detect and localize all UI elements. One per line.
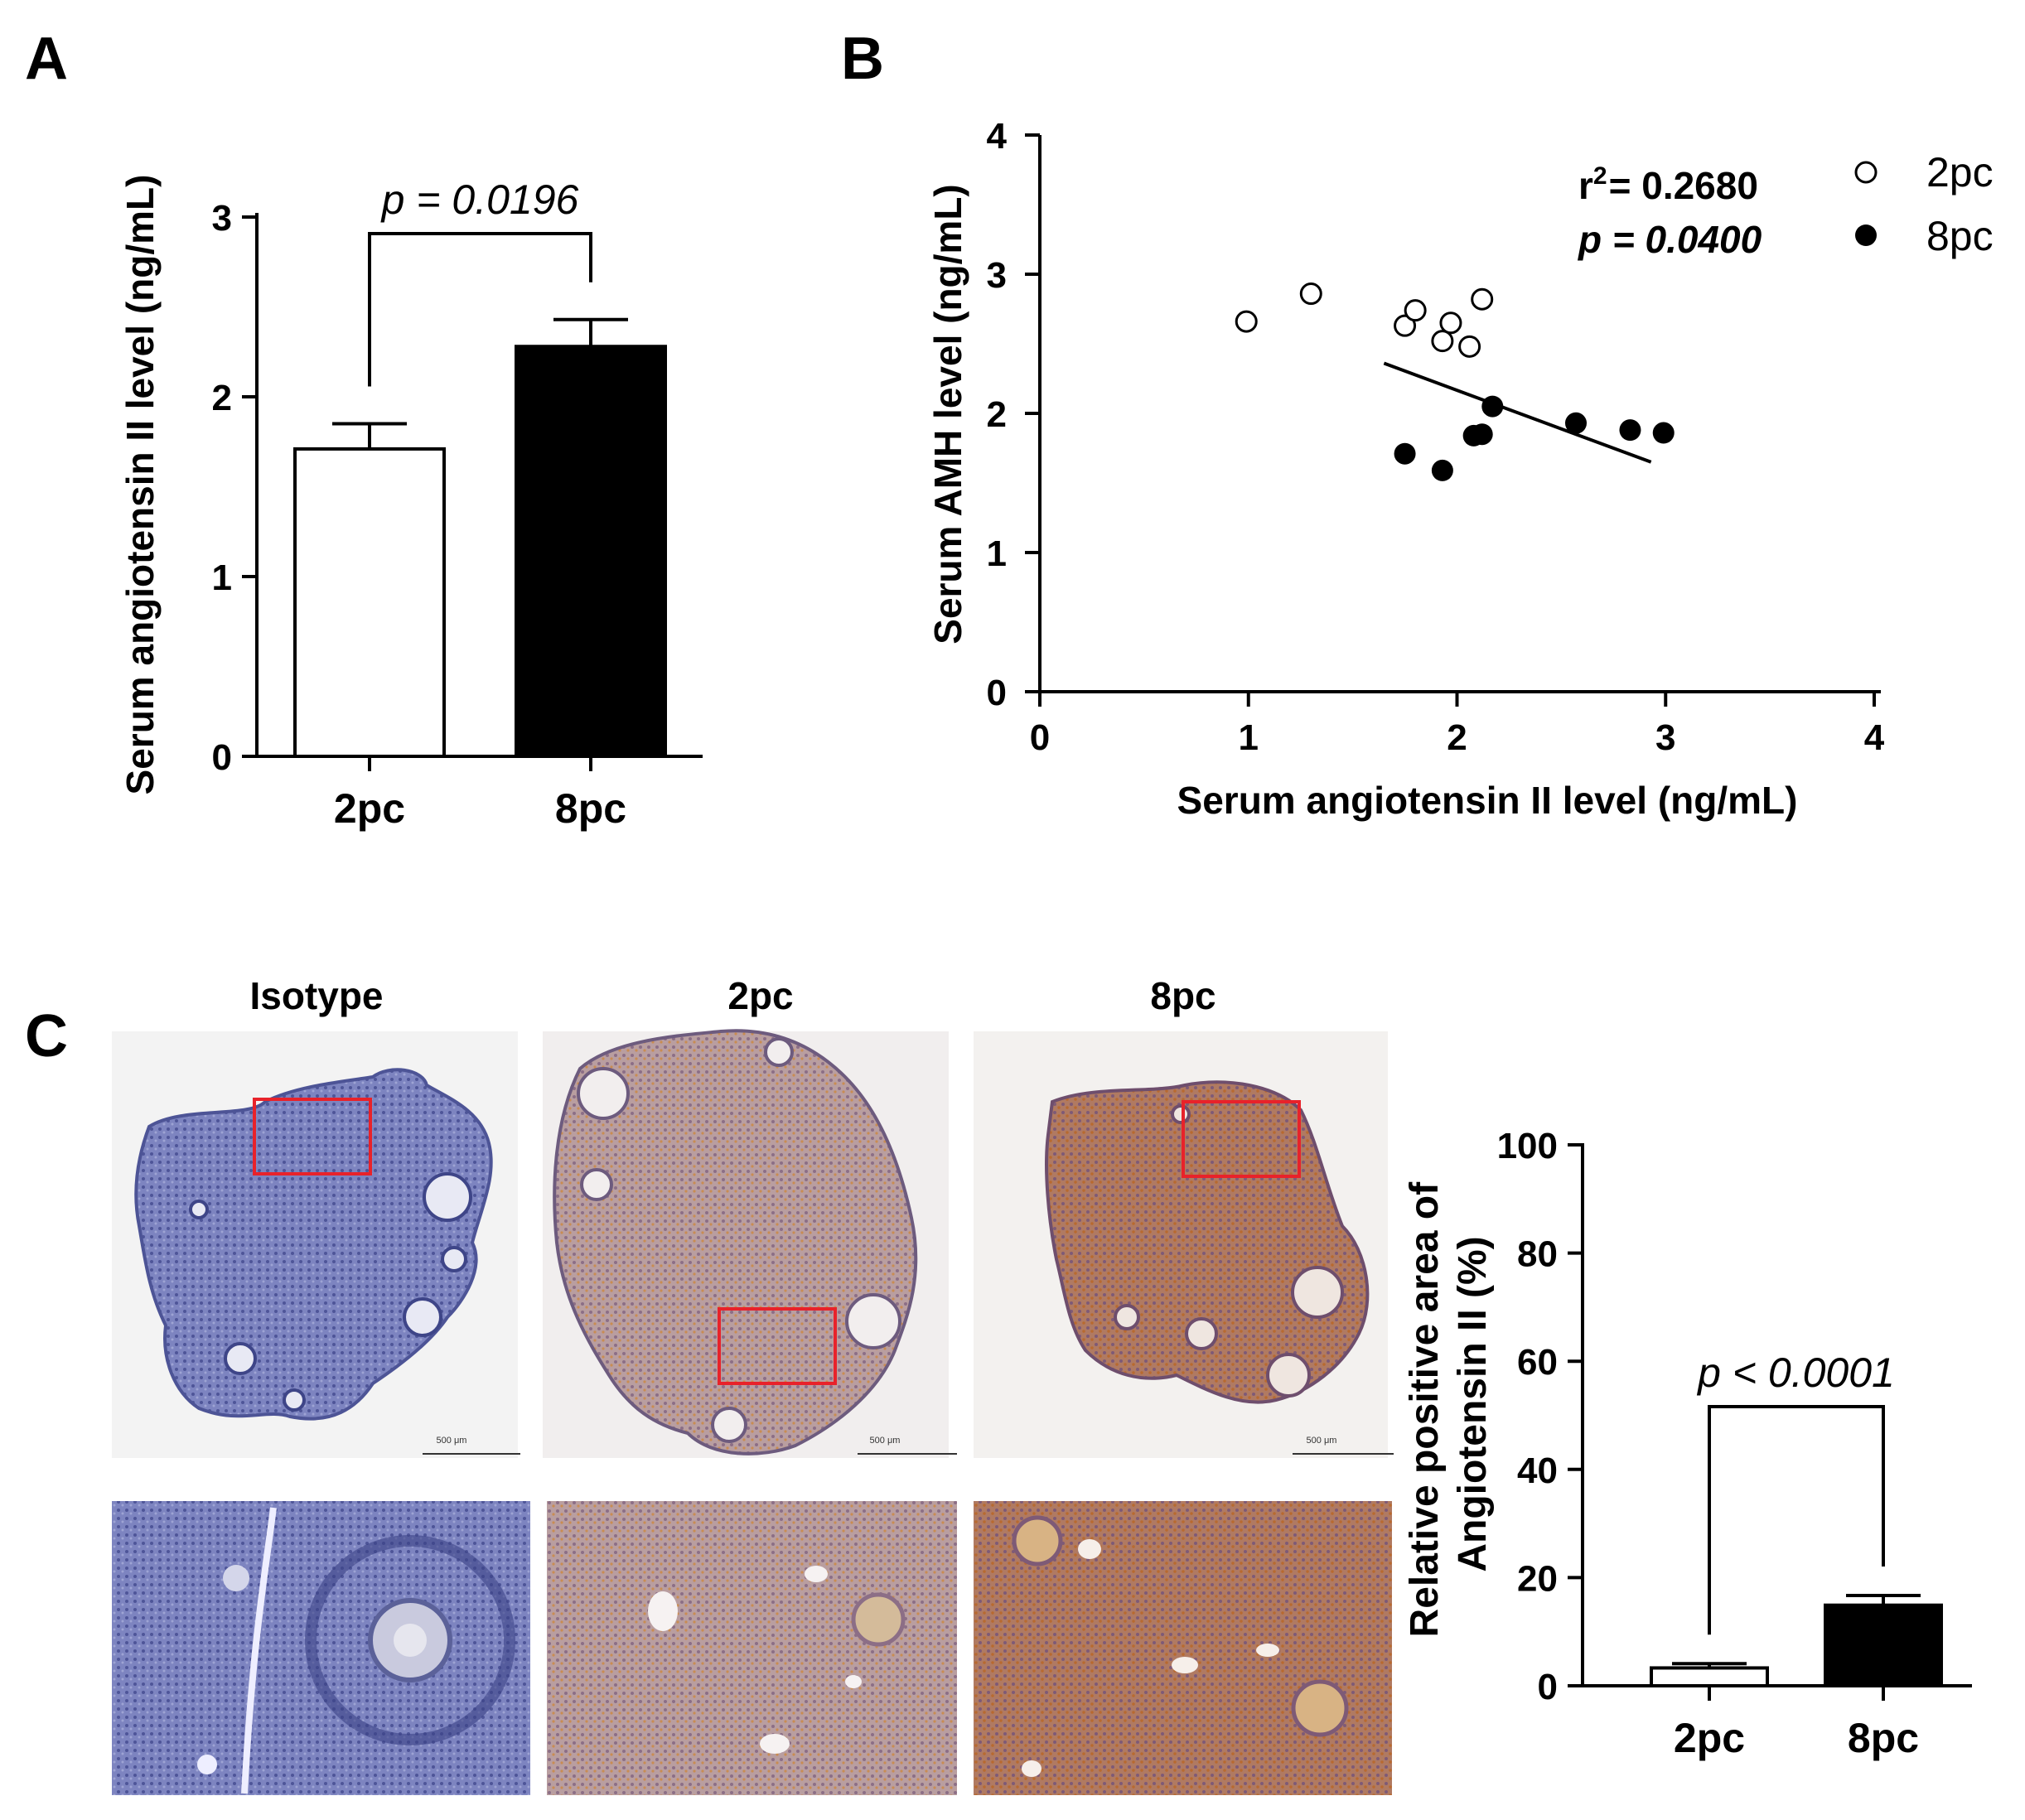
c-y-tick-label: 60 — [1517, 1342, 1558, 1383]
bar-8pc — [515, 345, 667, 758]
bar-2pc — [293, 447, 446, 758]
b-x-tick-label: 1 — [1239, 717, 1259, 758]
legend-8pc-marker — [1855, 224, 1877, 246]
panel-letter-b: B — [841, 26, 884, 92]
a-y-tick-label: 0 — [212, 737, 232, 778]
panel-b-p-value: p = 0.0400 — [1577, 218, 1762, 261]
panel-a-y-axis-title: Serum angiotensin II level (ng/mL) — [118, 175, 162, 795]
panel-c-micrographs: Isotype 2pc 8pc 500 μm — [112, 974, 1394, 1795]
point-8pc — [1481, 395, 1504, 418]
c-y-tick-label: 100 — [1497, 1126, 1558, 1166]
a-y-tick-label: 1 — [212, 558, 232, 598]
micrograph-title-2pc: 2pc — [727, 974, 793, 1017]
c-y-tick-label: 80 — [1517, 1234, 1558, 1275]
isotype-follicles — [189, 1172, 472, 1412]
point-2pc — [1431, 330, 1454, 353]
bar-2pc — [1650, 1666, 1769, 1688]
micrograph-title-isotype: Isotype — [249, 974, 383, 1017]
point-8pc — [1431, 459, 1453, 481]
point-8pc — [1394, 442, 1416, 465]
micrograph-title-8pc: 8pc — [1150, 974, 1215, 1017]
panel-b-scatter-plot: 0 1 2 3 4 0 1 2 3 4 Serum AMH level (ng/mL) Seru… — [926, 116, 1994, 822]
bar-8pc — [1824, 1603, 1943, 1687]
x-tick-label-8pc: 8pc — [1848, 1715, 1919, 1761]
point-8pc — [1564, 412, 1587, 434]
svg-text:500 μm: 500 μm — [870, 1436, 901, 1446]
significance-bracket — [368, 232, 592, 387]
c-y-tick-label: 0 — [1538, 1667, 1558, 1707]
legend-8pc-label: 8pc — [1926, 213, 1994, 259]
panel-b-y-axis-title: Serum AMH level (ng/mL) — [926, 184, 969, 644]
scale-bar-isotype: 500 μm — [423, 1436, 520, 1455]
c-y-tick-label: 40 — [1517, 1451, 1558, 1491]
point-8pc — [1619, 419, 1641, 442]
point-2pc — [1299, 282, 1322, 306]
point-2pc — [1394, 314, 1417, 337]
panel-b-x-axis-title: Serum angiotensin II level (ng/mL) — [1177, 779, 1798, 822]
b-y-tick-label: 0 — [987, 673, 1007, 713]
scale-bar-2pc: 500 μm — [858, 1436, 957, 1455]
point-2pc — [1439, 311, 1462, 335]
b-y-tick-label: 1 — [987, 533, 1007, 574]
c-y-tick-label: 20 — [1517, 1558, 1558, 1599]
svg-text:500 μm: 500 μm — [437, 1436, 467, 1446]
panel-letter-a: A — [25, 26, 68, 92]
panel-a-bar-chart: 0 1 2 3 2pc 8pc p = 0.0196 Serum angiotensin… — [118, 175, 703, 832]
x-tick-label-8pc: 8pc — [555, 785, 626, 832]
point-8pc — [1471, 423, 1493, 446]
b-y-tick-label: 3 — [987, 255, 1007, 296]
roi-box-2pc — [718, 1307, 837, 1385]
b-x-tick-label: 3 — [1655, 717, 1675, 758]
panel-b-legend: 2pc 8pc — [1854, 149, 1994, 259]
b-x-tick-label: 4 — [1864, 717, 1885, 758]
micrograph-isotype-high-mag — [112, 1501, 530, 1795]
panel-b-r-squared: r2= 0.2680 — [1578, 162, 1758, 207]
micrograph-8pc-high-mag — [974, 1501, 1392, 1795]
x-tick-label-2pc: 2pc — [1674, 1715, 1745, 1761]
point-2pc — [1404, 299, 1427, 322]
significance-bracket — [1708, 1405, 1885, 1635]
roi-box-isotype — [253, 1098, 372, 1176]
svg-text:500 μm: 500 μm — [1307, 1436, 1337, 1446]
regression-line — [1383, 361, 1652, 464]
panel-letter-c: C — [25, 1003, 68, 1069]
a-y-tick-label: 3 — [212, 198, 232, 239]
legend-2pc-label: 2pc — [1926, 149, 1994, 196]
legend-2pc-marker — [1854, 161, 1878, 184]
b-y-tick-label: 2 — [987, 394, 1007, 435]
point-2pc — [1458, 335, 1481, 358]
micrograph-2pc-high-mag — [547, 1501, 957, 1795]
ovary-section-isotype — [134, 1068, 493, 1421]
b-y-tick-label: 4 — [987, 116, 1008, 157]
b-x-tick-label: 2 — [1447, 717, 1467, 758]
scale-bar-8pc: 500 μm — [1293, 1436, 1394, 1455]
x-tick-label-2pc: 2pc — [334, 785, 405, 832]
panel-c-bar-chart: 0 20 40 60 80 100 2pc 8pc p < 0.0001 Relative … — [1403, 1126, 1972, 1761]
point-2pc — [1471, 287, 1494, 311]
a-y-tick-label: 2 — [212, 378, 232, 418]
point-2pc — [1235, 310, 1258, 333]
point-8pc — [1652, 422, 1675, 444]
2pc-follicles — [577, 1037, 901, 1443]
panel-c-y-axis-title: Relative positive area of Angiotensin II… — [1403, 1171, 1495, 1638]
significance-p-value: p < 0.0001 — [1696, 1349, 1895, 1396]
b-x-tick-label: 0 — [1030, 717, 1050, 758]
roi-box-8pc — [1182, 1100, 1301, 1178]
significance-p-value: p = 0.0196 — [380, 176, 579, 223]
8pc-follicles — [1114, 1104, 1344, 1398]
